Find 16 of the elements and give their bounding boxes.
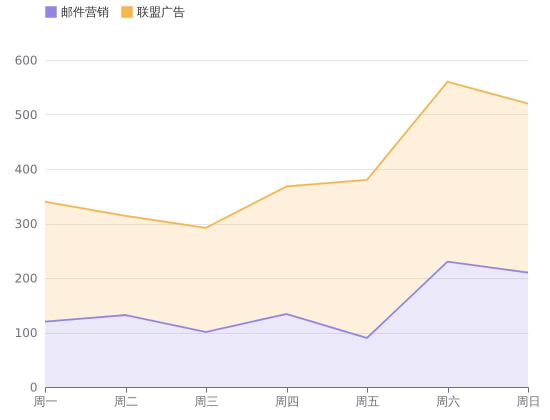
x-tick-label: 周六 — [436, 394, 460, 408]
legend-label: 邮件营销 — [61, 5, 109, 19]
y-tick-label: 600 — [14, 54, 38, 68]
x-tick-label: 周三 — [194, 394, 218, 408]
y-tick-label: 300 — [14, 217, 38, 231]
y-tick-label: 0 — [30, 380, 38, 394]
y-tick-label: 200 — [14, 272, 38, 286]
y-tick-label: 400 — [14, 162, 38, 176]
y-tick-label: 500 — [14, 108, 38, 122]
x-tick-label: 周五 — [356, 394, 380, 408]
x-tick-label: 周四 — [275, 394, 299, 408]
x-tick-label: 周二 — [114, 394, 138, 408]
legend-label: 联盟广告 — [137, 5, 185, 19]
x-tick-label: 周日 — [516, 394, 540, 408]
x-tick-label: 周一 — [34, 394, 58, 408]
y-tick-label: 100 — [14, 326, 38, 340]
